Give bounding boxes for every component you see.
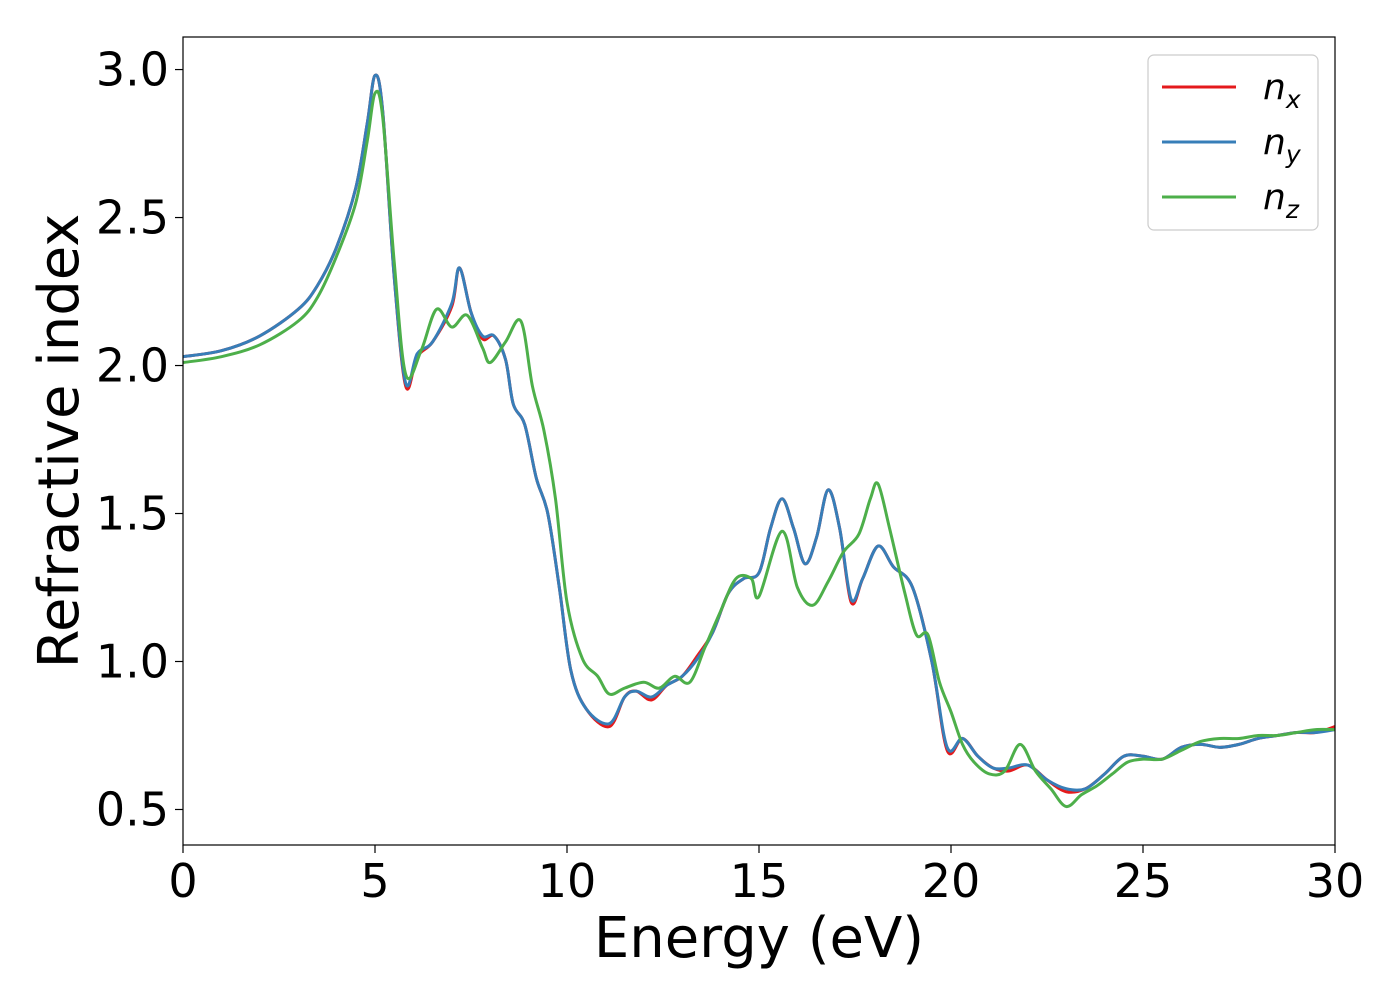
y-tick-label: 2.0 bbox=[96, 339, 169, 393]
series-line-n-z bbox=[183, 89, 1335, 809]
legend-label-base: n bbox=[1263, 67, 1286, 108]
legend-label-base: n bbox=[1263, 122, 1286, 163]
series-layer bbox=[183, 73, 1335, 809]
x-axis-title: Energy (eV) bbox=[594, 906, 924, 971]
x-tick-label: 30 bbox=[1306, 854, 1365, 908]
x-tick-label: 15 bbox=[730, 854, 789, 908]
legend-label-x: nx bbox=[1263, 67, 1301, 114]
y-tick-label: 2.5 bbox=[96, 191, 169, 245]
legend-label-sub: y bbox=[1285, 140, 1302, 169]
x-tick-label: 0 bbox=[168, 854, 197, 908]
y-axis-title: Refractive index bbox=[27, 214, 92, 669]
legend-label-base: n bbox=[1263, 177, 1286, 218]
x-axis: 0 5 10 15 20 25 30 bbox=[168, 845, 1364, 908]
legend-label-y: ny bbox=[1263, 122, 1302, 169]
y-tick-label: 0.5 bbox=[96, 782, 169, 836]
y-tick-label: 3.0 bbox=[96, 43, 169, 97]
y-axis: 0.5 1.0 1.5 2.0 2.5 3.0 bbox=[96, 43, 183, 836]
series-line-n-y bbox=[183, 73, 1335, 792]
y-tick-label: 1.0 bbox=[96, 634, 169, 688]
legend-label-z: nz bbox=[1263, 177, 1300, 224]
x-tick-label: 20 bbox=[922, 854, 981, 908]
x-tick-label: 5 bbox=[360, 854, 389, 908]
y-tick-label: 1.5 bbox=[96, 487, 169, 541]
legend-label-sub: z bbox=[1285, 195, 1300, 224]
legend-label-sub: x bbox=[1285, 85, 1301, 114]
x-tick-label: 25 bbox=[1114, 854, 1173, 908]
x-tick-label: 10 bbox=[538, 854, 597, 908]
